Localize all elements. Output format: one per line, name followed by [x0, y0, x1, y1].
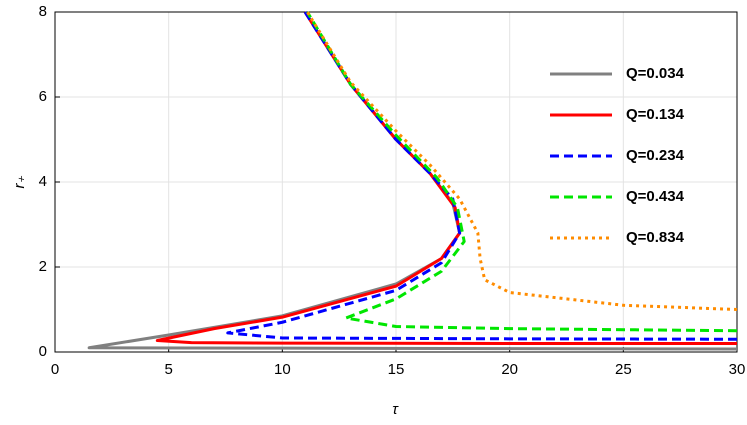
legend-label: Q=0.134: [626, 106, 685, 123]
y-tick-label: 4: [39, 173, 47, 190]
series-line: [155, 11, 737, 345]
y-axis-label: r₊: [11, 175, 28, 188]
x-tick-label: 0: [51, 361, 59, 378]
x-axis-label: τ: [392, 401, 399, 418]
x-tick-label: 15: [388, 361, 405, 378]
y-tick-label: 0: [39, 343, 47, 360]
y-tick-label: 6: [39, 88, 47, 105]
x-tick-label: 20: [501, 361, 518, 378]
legend-label: Q=0.234: [626, 147, 685, 164]
series-line: [226, 11, 738, 341]
y-tick-label: 8: [39, 3, 47, 20]
x-tick-label: 5: [164, 361, 172, 378]
x-tick-label: 30: [729, 361, 746, 378]
series-line: [306, 11, 738, 311]
legend-label: Q=0.434: [626, 188, 685, 205]
y-tick-label: 2: [39, 258, 47, 275]
series-line: [87, 11, 738, 351]
x-tick-label: 25: [615, 361, 632, 378]
legend-label: Q=0.834: [626, 229, 685, 246]
legend-label: Q=0.034: [626, 65, 685, 82]
series-line: [306, 11, 738, 333]
x-tick-label: 10: [274, 361, 291, 378]
legend: Q=0.034 Q=0.134 Q=0.234 Q=0.434 Q=0.834: [550, 65, 685, 246]
plot-frame: [54, 11, 738, 353]
